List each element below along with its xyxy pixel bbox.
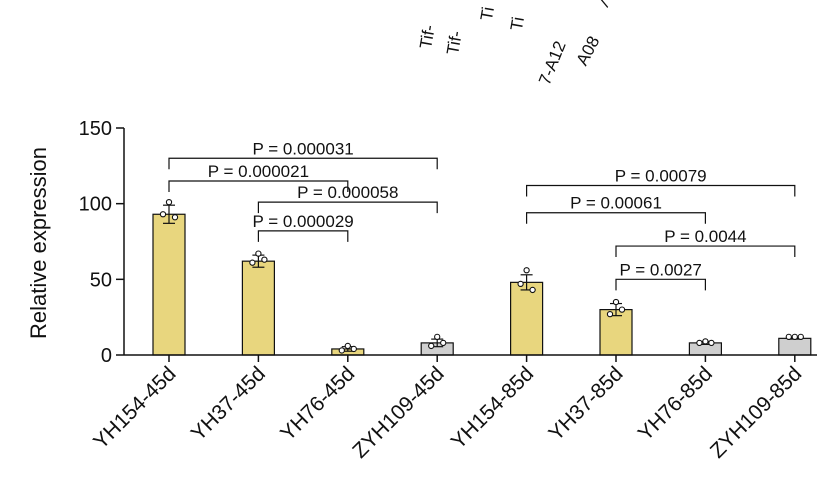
y-tick-label: 50 [90, 269, 112, 291]
significance-bracket [168, 157, 438, 170]
x-tick-label: YH154-45d [89, 362, 180, 453]
data-point [350, 345, 357, 353]
y-axis: 0 50 100 150 [79, 118, 125, 367]
data-point [696, 339, 703, 347]
data-point [159, 211, 167, 218]
cropped-label: Tif- [443, 29, 466, 56]
data-point [255, 250, 262, 257]
p-value-label: P = 0.00061 [570, 194, 662, 213]
y-tick-label: 150 [79, 118, 112, 140]
data-point [791, 333, 798, 340]
data-point [606, 310, 614, 318]
data-point [708, 339, 715, 347]
bar [510, 281, 544, 356]
data-point [165, 199, 173, 206]
data-point [517, 280, 524, 288]
cropped-label: A08 [573, 33, 604, 69]
data-point [618, 306, 626, 313]
cropped-label: / [595, 0, 613, 10]
data-point [440, 339, 447, 347]
cropped-label: Ti [507, 15, 528, 32]
data-point [702, 338, 709, 345]
data-point [797, 333, 804, 340]
p-value-label: P = 0.00079 [615, 167, 707, 186]
significance-bracket [526, 184, 796, 197]
x-tick-label: YH76-45d [276, 362, 359, 445]
significance-bracket [615, 245, 796, 258]
significance-bracket [257, 201, 438, 214]
data-point [612, 298, 620, 306]
y-axis-label: Relative expression [26, 147, 51, 339]
data-point [261, 256, 268, 263]
data-point [344, 342, 351, 350]
y-tick-label: 0 [101, 345, 112, 367]
significance-bracket [526, 212, 706, 224]
p-value-label: P = 0.000021 [208, 162, 309, 181]
data-point [171, 214, 179, 221]
bar [778, 337, 812, 356]
x-tick-label: YH154-85d [447, 362, 538, 453]
bar [152, 213, 186, 356]
x-tick-label: YH76-85d [634, 362, 717, 445]
data-point [785, 333, 792, 340]
cropped-label: Tif- [416, 23, 439, 50]
x-tick-label: ZYH109-85d [706, 362, 806, 462]
significance-brackets: P = 0.000031 P = 0.000021 P = 0.000058 P = … [168, 139, 796, 291]
p-value-label: P = 0.000058 [297, 183, 398, 202]
cropped-label: Ti [477, 5, 498, 22]
p-value-label: P = 0.000031 [252, 139, 353, 158]
bars [152, 199, 812, 356]
cropped-label: 7-A12 [535, 38, 570, 87]
x-tick-label: ZYH109-45d [348, 362, 448, 462]
bar [599, 309, 633, 356]
data-point [529, 286, 536, 294]
significance-bracket [168, 180, 349, 192]
x-axis: YH154-45d YH37-45d YH76-45dZYH109-45dYH154… [89, 354, 817, 463]
p-value-label: P = 0.000029 [252, 212, 353, 231]
p-value-label: P = 0.0027 [619, 260, 701, 279]
data-point [523, 267, 530, 274]
cropped-top-labels: Tif- Tif- Ti Ti 7-A12 A08 / [416, 0, 613, 88]
p-value-label: P = 0.0044 [664, 227, 746, 246]
data-point [428, 342, 435, 350]
y-tick-label: 100 [79, 194, 112, 216]
data-point [249, 259, 256, 266]
data-point [434, 333, 441, 340]
x-tick-label: YH37-85d [544, 362, 627, 445]
significance-bracket [257, 230, 349, 242]
x-tick-label: YH37-45d [187, 362, 270, 445]
significance-bracket [615, 278, 706, 291]
bar [241, 260, 275, 356]
data-point [338, 347, 345, 354]
